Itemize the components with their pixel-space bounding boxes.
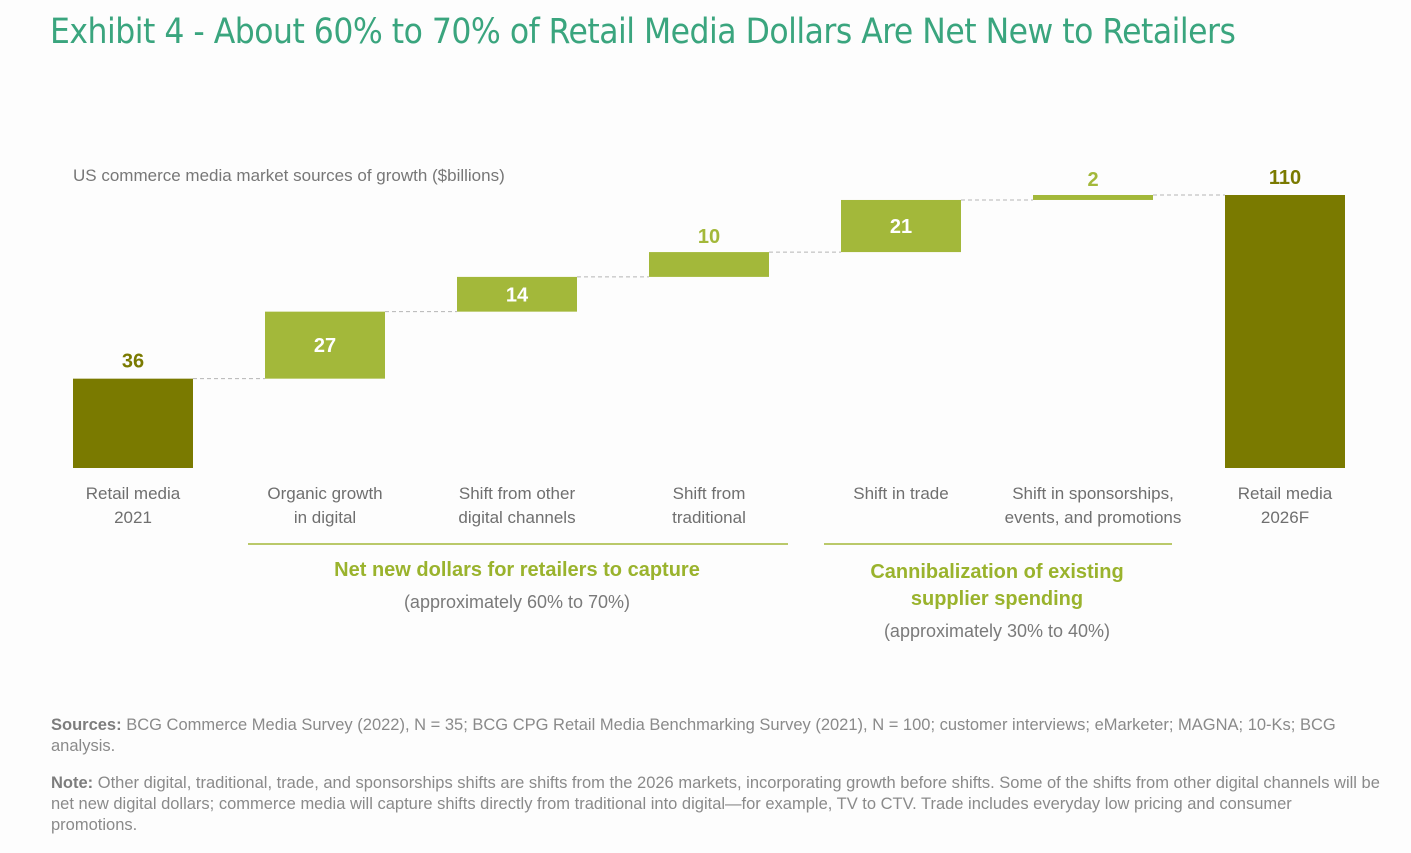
category-label: traditional	[672, 508, 746, 527]
sources-text: BCG Commerce Media Survey (2022), N = 35…	[51, 716, 1336, 755]
sources-note: Sources: BCG Commerce Media Survey (2022…	[51, 715, 1381, 757]
chart-title: Exhibit 4 - About 60% to 70% of Retail M…	[50, 12, 1236, 52]
group-label: supplier spending	[911, 588, 1083, 610]
category-label: Shift from other	[459, 484, 576, 503]
note-text: Other digital, traditional, trade, and s…	[51, 774, 1380, 834]
group-label: Cannibalization of existing	[870, 561, 1123, 583]
value-label: 14	[506, 284, 529, 306]
bar-1	[73, 378, 193, 468]
category-label: Retail media	[86, 484, 181, 503]
category-label: Shift in trade	[853, 484, 948, 503]
value-label: 21	[890, 216, 912, 238]
category-label: events, and promotions	[1005, 508, 1182, 527]
bar-7	[1225, 195, 1345, 468]
footnote: Note: Other digital, traditional, trade,…	[51, 773, 1381, 836]
category-label: digital channels	[458, 508, 575, 527]
bar-2	[265, 311, 385, 379]
category-label: 2026F	[1261, 508, 1309, 527]
bar-6	[1033, 195, 1153, 200]
waterfall-chart: US commerce media market sources of grow…	[73, 166, 1345, 641]
note-label: Note:	[51, 774, 94, 792]
value-label: 27	[314, 335, 336, 357]
chart-subtitle: US commerce media market sources of grow…	[73, 166, 505, 185]
bar-4	[649, 252, 769, 277]
value-label: 2	[1087, 169, 1098, 191]
category-label: in digital	[294, 508, 356, 527]
value-label: 36	[122, 351, 144, 373]
category-label: Shift from	[673, 484, 746, 503]
group-sublabel: (approximately 30% to 40%)	[884, 621, 1110, 641]
value-label: 10	[698, 226, 720, 248]
sources-label: Sources:	[51, 716, 122, 734]
category-label: Retail media	[1238, 484, 1333, 503]
group-label: Net new dollars for retailers to capture	[334, 559, 700, 581]
category-label: 2021	[114, 508, 152, 527]
group-sublabel: (approximately 60% to 70%)	[404, 592, 630, 612]
category-label: Organic growth	[267, 484, 382, 503]
bar-3	[457, 276, 577, 312]
value-label: 110	[1269, 167, 1301, 189]
category-label: Shift in sponsorships,	[1012, 484, 1174, 503]
bar-5	[841, 199, 961, 253]
